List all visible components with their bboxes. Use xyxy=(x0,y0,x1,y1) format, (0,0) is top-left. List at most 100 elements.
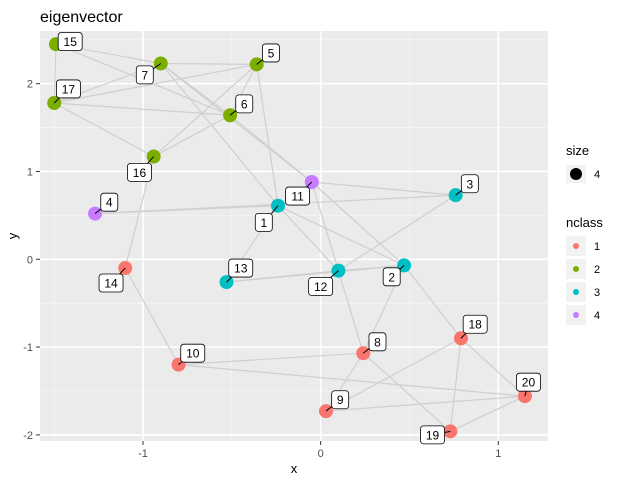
label-leader-7 xyxy=(153,63,162,70)
node-label-box-6 xyxy=(235,94,254,114)
network-edges xyxy=(53,43,526,432)
network-edge xyxy=(460,337,526,397)
node-label-box-19 xyxy=(420,425,445,445)
label-leader-16 xyxy=(147,156,155,164)
node-label-17: 17 xyxy=(62,82,76,96)
network-edge xyxy=(153,63,258,157)
node-label-box-12 xyxy=(308,277,334,296)
color-legend-key-4 xyxy=(573,312,579,318)
node-label-4: 4 xyxy=(106,196,113,210)
node-label-14: 14 xyxy=(104,276,118,290)
label-leader-1 xyxy=(271,205,279,214)
color-legend-title: nclass xyxy=(566,215,603,230)
network-edge xyxy=(95,205,279,215)
node-label-box-2 xyxy=(382,267,401,287)
label-leader-3 xyxy=(455,190,462,196)
label-leader-5 xyxy=(256,59,263,65)
label-leader-14 xyxy=(119,267,126,275)
network-edge xyxy=(338,264,405,272)
network-edge xyxy=(311,181,456,196)
node-label-20: 20 xyxy=(522,376,536,390)
y-tick-label: -1 xyxy=(23,342,33,354)
node-label-box-16 xyxy=(127,162,152,182)
network-edge xyxy=(325,395,525,412)
label-leader-19 xyxy=(444,430,451,433)
node-label-5: 5 xyxy=(268,46,275,60)
network-edge xyxy=(277,205,339,272)
color-legend-key-1 xyxy=(573,243,579,249)
network-edge xyxy=(256,64,279,206)
label-leader-4 xyxy=(94,208,102,215)
node-label-box-5 xyxy=(262,43,280,63)
node-label-box-15 xyxy=(57,32,83,51)
x-axis: -1 0 1 xyxy=(138,441,501,460)
network-edge xyxy=(337,270,364,354)
y-tick-label: 0 xyxy=(27,254,33,266)
network-edge xyxy=(229,114,313,183)
node-label-12: 12 xyxy=(314,280,328,294)
label-leader-12 xyxy=(330,270,339,278)
color-legend-label-3: 3 xyxy=(594,287,600,299)
node-label-box-18 xyxy=(462,314,488,334)
node-label-10: 10 xyxy=(186,347,200,361)
node-label-box-17 xyxy=(56,79,81,99)
network-edge xyxy=(153,114,231,158)
network-edge xyxy=(277,205,405,266)
label-leader-9 xyxy=(325,406,332,412)
network-edge xyxy=(53,102,154,158)
network-edge xyxy=(160,62,257,65)
label-leader-8 xyxy=(362,348,370,354)
network-edge xyxy=(450,395,526,432)
node-label-box-3 xyxy=(460,174,479,194)
color-legend-entries: 1 2 3 4 xyxy=(566,236,600,325)
network-edge xyxy=(160,63,279,207)
y-tick-label: 2 xyxy=(27,79,33,91)
node-label-15: 15 xyxy=(64,35,78,49)
network-edge xyxy=(338,194,456,272)
color-legend-key-2 xyxy=(573,266,579,272)
label-leader-10 xyxy=(178,361,182,366)
node-label-box-4 xyxy=(100,192,119,212)
legend: size 4 nclass 1 2 3 4 xyxy=(566,143,603,325)
node-label-box-7 xyxy=(135,65,154,85)
node-label-16: 16 xyxy=(133,166,147,180)
major-gridlines xyxy=(40,31,548,441)
network-edge xyxy=(54,102,231,116)
size-legend-label: 4 xyxy=(594,169,600,181)
node-label-box-14 xyxy=(98,273,124,293)
node-label-7: 7 xyxy=(141,68,148,82)
label-leader-18 xyxy=(460,332,467,339)
network-edge xyxy=(362,352,451,432)
node-label-6: 6 xyxy=(241,97,248,111)
size-legend-key xyxy=(570,168,582,180)
color-legend-label-2: 2 xyxy=(594,264,600,276)
y-axis: -2 -1 0 1 2 xyxy=(23,79,40,442)
network-edge xyxy=(229,64,258,116)
x-axis-label: x xyxy=(291,461,298,476)
size-legend-title: size xyxy=(566,143,589,158)
node-label-2: 2 xyxy=(388,270,395,284)
label-leader-6 xyxy=(229,110,237,116)
network-edge xyxy=(160,63,313,183)
network-edge xyxy=(124,267,180,365)
node-label-11: 11 xyxy=(291,190,304,204)
x-tick-label: -1 xyxy=(138,448,148,460)
color-legend-label-1: 1 xyxy=(594,241,600,253)
y-tick-label: 1 xyxy=(27,166,33,178)
network-edge xyxy=(311,181,405,266)
node-label-1: 1 xyxy=(260,216,267,230)
network-edge xyxy=(403,265,462,339)
network-edge xyxy=(54,63,257,104)
y-tick-label: -2 xyxy=(23,430,33,442)
network-edge xyxy=(178,352,364,366)
node-label-box-8 xyxy=(368,332,387,352)
label-leader-2 xyxy=(399,265,405,270)
node-label-box-10 xyxy=(180,343,206,363)
plot-panel xyxy=(40,31,548,441)
label-leader-13 xyxy=(226,276,232,283)
node-label-13: 13 xyxy=(234,262,248,276)
node-label-8: 8 xyxy=(374,335,381,349)
